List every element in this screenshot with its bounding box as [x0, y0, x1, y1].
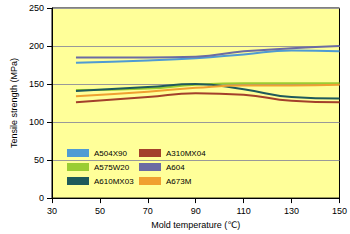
svg-text:110: 110 — [236, 206, 250, 216]
svg-text:150: 150 — [29, 79, 44, 89]
svg-text:130: 130 — [284, 206, 299, 216]
svg-text:150: 150 — [332, 206, 347, 216]
svg-text:A310MX04: A310MX04 — [166, 149, 206, 158]
svg-text:Tensile strength (MPa): Tensile strength (MPa) — [9, 58, 19, 148]
svg-text:Mold temperature (℃): Mold temperature (℃) — [151, 220, 240, 230]
svg-text:200: 200 — [29, 41, 44, 51]
svg-text:A673M: A673M — [166, 177, 192, 186]
svg-text:50: 50 — [34, 155, 44, 165]
svg-text:0: 0 — [39, 193, 44, 203]
svg-text:50: 50 — [95, 206, 105, 216]
svg-text:90: 90 — [191, 206, 201, 216]
svg-text:A504X90: A504X90 — [94, 149, 127, 158]
svg-text:100: 100 — [29, 117, 44, 127]
svg-text:30: 30 — [47, 206, 57, 216]
svg-text:A575W20: A575W20 — [94, 163, 130, 172]
svg-text:70: 70 — [143, 206, 153, 216]
svg-text:A610MX03: A610MX03 — [94, 177, 134, 186]
svg-text:A604: A604 — [166, 163, 185, 172]
svg-text:250: 250 — [29, 3, 44, 13]
